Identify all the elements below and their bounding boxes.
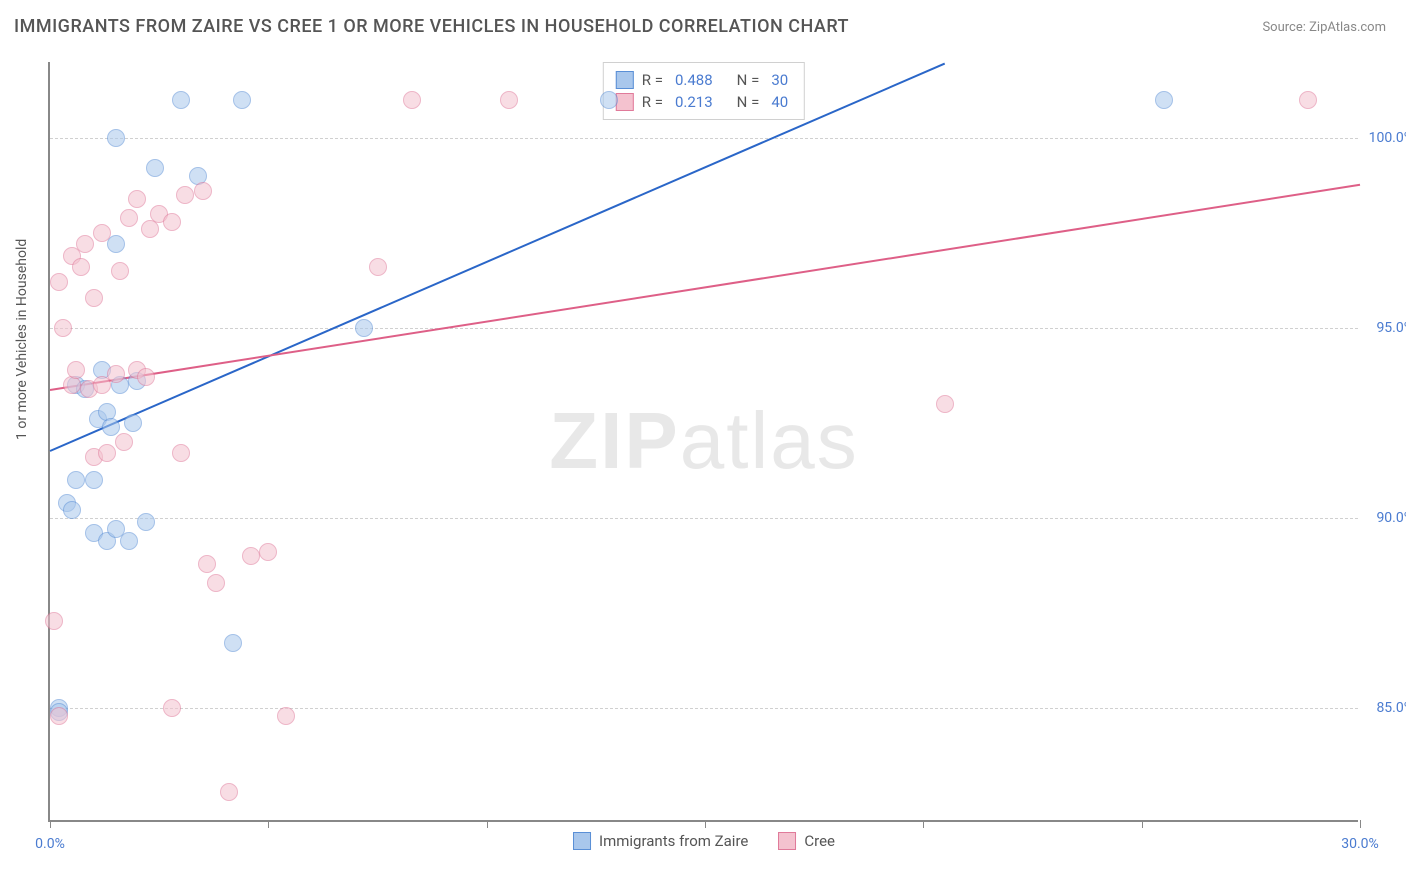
source-link[interactable]: ZipAtlas.com xyxy=(1309,20,1386,35)
legend-n-label: N = xyxy=(737,93,760,111)
data-point xyxy=(63,376,81,394)
data-point xyxy=(1299,91,1317,109)
y-tick-label: 85.0% xyxy=(1364,700,1406,716)
x-tick xyxy=(705,820,706,828)
data-point xyxy=(137,513,155,531)
data-point xyxy=(120,209,138,227)
data-point xyxy=(67,471,85,489)
series-legend: Immigrants from Zaire Cree xyxy=(573,832,835,850)
y-tick-label: 95.0% xyxy=(1364,320,1406,336)
data-point xyxy=(50,273,68,291)
data-point xyxy=(936,395,954,413)
trend-line xyxy=(50,62,946,451)
correlation-legend: R = 0.488 N = 30 R = 0.213 N = 40 xyxy=(603,62,805,120)
legend-r-label: R = xyxy=(642,71,663,89)
data-point xyxy=(120,532,138,550)
y-axis-label: 1 or more Vehicles in Household xyxy=(14,239,30,440)
y-tick-label: 100.0% xyxy=(1364,130,1406,146)
chart-title: IMMIGRANTS FROM ZAIRE VS CREE 1 OR MORE … xyxy=(14,16,849,37)
data-point xyxy=(67,361,85,379)
legend-label: Cree xyxy=(804,832,835,850)
x-tick-label: 30.0% xyxy=(1341,836,1379,852)
data-point xyxy=(224,634,242,652)
data-point xyxy=(207,574,225,592)
data-point xyxy=(172,91,190,109)
data-point xyxy=(146,159,164,177)
gridline xyxy=(50,518,1358,519)
x-tick xyxy=(923,820,924,828)
data-point xyxy=(63,501,81,519)
y-tick-label: 90.0% xyxy=(1364,510,1406,526)
data-point xyxy=(107,365,125,383)
data-point xyxy=(500,91,518,109)
x-tick xyxy=(1142,820,1143,828)
data-point xyxy=(45,612,63,630)
legend-item: Immigrants from Zaire xyxy=(573,832,748,850)
data-point xyxy=(163,213,181,231)
scatter-plot-area: ZIPatlas R =0.488N =30R =0.213N =40 Immi… xyxy=(48,62,1358,822)
data-point xyxy=(198,555,216,573)
legend-n-value: 30 xyxy=(771,71,788,89)
data-point xyxy=(259,543,277,561)
legend-swatch xyxy=(778,832,796,850)
legend-item: Cree xyxy=(778,832,835,850)
gridline xyxy=(50,708,1358,709)
data-point xyxy=(85,471,103,489)
x-tick xyxy=(1360,820,1361,828)
gridline xyxy=(50,138,1358,139)
legend-swatch xyxy=(616,71,634,89)
data-point xyxy=(194,182,212,200)
data-point xyxy=(102,418,120,436)
data-point xyxy=(50,707,68,725)
watermark: ZIPatlas xyxy=(549,395,858,487)
gridline xyxy=(50,328,1358,329)
data-point xyxy=(277,707,295,725)
data-point xyxy=(85,289,103,307)
data-point xyxy=(107,129,125,147)
data-point xyxy=(72,258,90,276)
data-point xyxy=(163,699,181,717)
x-tick xyxy=(268,820,269,828)
legend-n-label: N = xyxy=(737,71,760,89)
data-point xyxy=(128,190,146,208)
data-point xyxy=(369,258,387,276)
legend-r-value: 0.213 xyxy=(675,93,713,111)
data-point xyxy=(76,235,94,253)
data-point xyxy=(137,368,155,386)
trend-line xyxy=(50,184,1360,391)
x-tick xyxy=(50,820,51,828)
source-attribution: Source: ZipAtlas.com xyxy=(1262,20,1386,35)
data-point xyxy=(54,319,72,337)
legend-n-value: 40 xyxy=(771,93,788,111)
data-point xyxy=(1155,91,1173,109)
data-point xyxy=(176,186,194,204)
legend-label: Immigrants from Zaire xyxy=(599,832,748,850)
data-point xyxy=(600,91,618,109)
x-tick xyxy=(487,820,488,828)
data-point xyxy=(115,433,133,451)
data-point xyxy=(403,91,421,109)
data-point xyxy=(355,319,373,337)
legend-r-label: R = xyxy=(642,93,663,111)
legend-r-value: 0.488 xyxy=(675,71,713,89)
data-point xyxy=(98,444,116,462)
legend-swatch xyxy=(616,93,634,111)
data-point xyxy=(233,91,251,109)
legend-swatch xyxy=(573,832,591,850)
data-point xyxy=(220,783,238,801)
x-tick-label: 0.0% xyxy=(35,836,65,852)
data-point xyxy=(111,262,129,280)
legend-row: R = 0.213 N = 40 xyxy=(616,91,792,113)
data-point xyxy=(93,224,111,242)
data-point xyxy=(172,444,190,462)
legend-row: R = 0.488 N = 30 xyxy=(616,69,792,91)
data-point xyxy=(242,547,260,565)
data-point xyxy=(124,414,142,432)
source-label: Source: xyxy=(1262,20,1305,35)
